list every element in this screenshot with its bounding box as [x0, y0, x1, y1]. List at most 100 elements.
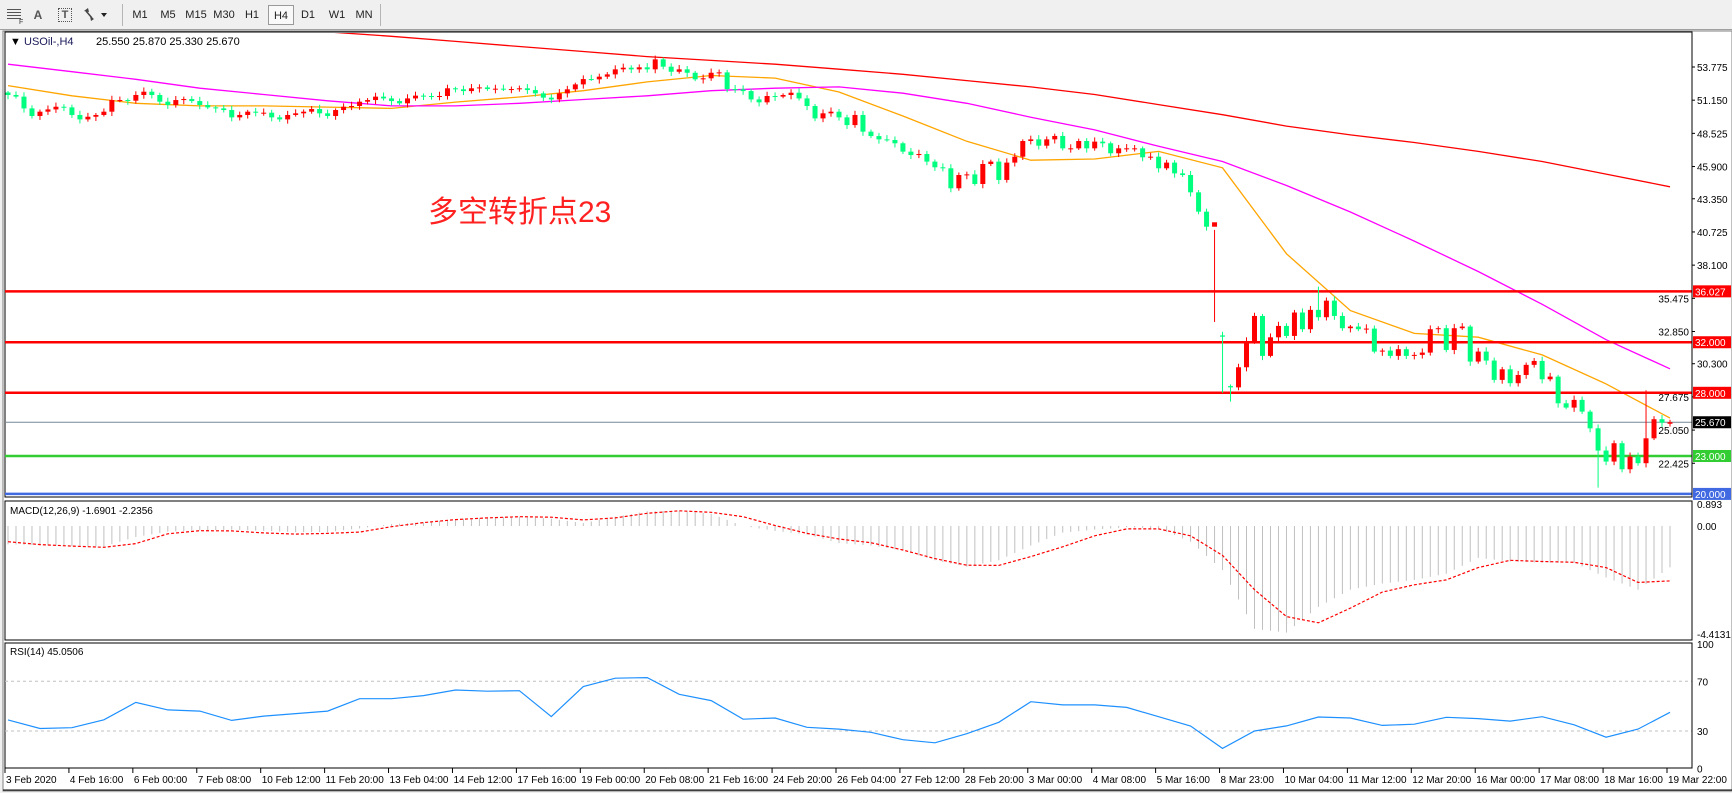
candle-body — [1547, 376, 1553, 380]
candle-body — [261, 112, 267, 114]
level-badge — [1693, 336, 1731, 349]
candle-body — [109, 100, 115, 112]
candle-body — [980, 164, 986, 184]
candle-body — [1052, 135, 1058, 140]
candle-body — [1611, 443, 1617, 462]
time-tick-label: 28 Feb 20:00 — [965, 775, 1024, 786]
candle-body — [1363, 328, 1369, 330]
rsi-label: RSI(14) 45.0506 — [10, 647, 84, 658]
timeframe-m15-button[interactable]: M15 — [185, 9, 207, 21]
candle-body — [916, 154, 922, 156]
candle-body — [61, 106, 67, 108]
candle-body — [1275, 325, 1281, 338]
level-badge-label: 36.027 — [1695, 287, 1726, 298]
candle-body — [101, 111, 107, 115]
candle-body — [397, 101, 403, 104]
candle-body — [900, 143, 906, 152]
candle-body — [676, 69, 682, 72]
candle-body — [389, 98, 395, 102]
horizontal-levels — [5, 290, 1692, 496]
candle-body — [229, 110, 235, 118]
collapse-toggle[interactable]: ▼ — [10, 36, 21, 48]
time-tick-label: 7 Feb 08:00 — [198, 775, 252, 786]
arrows-dropdown-icon[interactable] — [80, 4, 112, 25]
candle-body — [1252, 315, 1257, 342]
candle-body — [988, 161, 994, 165]
candle-body — [668, 66, 674, 72]
macd-tick-label: 0.893 — [1697, 500, 1722, 511]
candle-body — [996, 161, 1002, 180]
candle-body — [1587, 411, 1593, 429]
candles — [5, 55, 1673, 488]
candle-body — [325, 113, 331, 116]
candle-body — [1188, 175, 1194, 193]
level-badge-label: 32.000 — [1695, 338, 1726, 349]
timeframe-mn-button[interactable]: MN — [355, 9, 373, 21]
candle-body — [436, 96, 442, 98]
price-tick-label: 22.425 — [1658, 459, 1689, 470]
candle-body — [476, 87, 482, 89]
price-tick-label: 32.850 — [1658, 327, 1689, 338]
time-tick-label: 5 Mar 16:00 — [1157, 775, 1211, 786]
grid-period-separator-icon[interactable]: F — [4, 4, 26, 25]
time-tick-label: 24 Feb 20:00 — [773, 775, 832, 786]
chart-window[interactable]: 53.775 51.150 48.525 45.900 43.350 40.725 38.1… — [0, 30, 1732, 793]
candle-body — [1387, 350, 1393, 356]
candle-body — [277, 117, 283, 120]
timeframe-h4-button[interactable]: H4 — [268, 5, 294, 25]
candle-body — [149, 91, 155, 95]
chart-frame — [2, 30, 1732, 792]
candle-body — [1331, 300, 1337, 316]
candle-body — [1419, 352, 1425, 355]
candle-body — [1132, 148, 1138, 150]
candle-body — [628, 67, 634, 70]
candle-body — [972, 174, 978, 184]
time-tick-label: 4 Mar 08:00 — [1093, 775, 1147, 786]
candle-body — [1204, 211, 1210, 227]
candle-body — [844, 117, 850, 126]
timeframe-m30-button[interactable]: M30 — [213, 9, 235, 21]
time-tick-label: 10 Mar 04:00 — [1284, 775, 1343, 786]
time-tick-label: 13 Feb 04:00 — [390, 775, 449, 786]
candle-body — [373, 96, 379, 101]
candle-body — [165, 101, 171, 105]
text-label-icon[interactable]: A — [33, 7, 43, 22]
candle-body — [1395, 349, 1401, 356]
candle-body — [1068, 148, 1074, 150]
candle-body — [1220, 335, 1226, 337]
candle-body — [341, 106, 347, 111]
candle-body — [1451, 328, 1457, 350]
time-tick-label: 19 Mar 22:00 — [1668, 775, 1727, 786]
candle-body — [13, 94, 19, 97]
ma-slow-line — [334, 33, 1671, 188]
timeframe-d1-button[interactable]: D1 — [300, 9, 316, 21]
candle-body — [532, 90, 538, 94]
candle-body — [1435, 328, 1441, 330]
candle-body — [1244, 341, 1250, 368]
candle-body — [596, 76, 602, 80]
candle-body — [876, 136, 882, 140]
timeframe-w1-button[interactable]: W1 — [328, 9, 346, 21]
timeframe-m5-button[interactable]: M5 — [160, 9, 176, 21]
level-badge-label: 28.000 — [1695, 389, 1726, 400]
text-box-icon[interactable]: T — [54, 4, 76, 25]
candle-body — [1164, 162, 1170, 169]
timeframe-h1-button[interactable]: H1 — [244, 9, 260, 21]
timeframe-m1-button[interactable]: M1 — [132, 9, 148, 21]
level-badges: 36.027 32.000 28.000 25.670 23.000 20.000 — [1693, 285, 1731, 501]
candle-body — [1323, 300, 1329, 318]
macd-axis: 0.893 0.00 -4.4131 — [1691, 500, 1731, 641]
candle-body — [932, 161, 938, 168]
candle-body — [1044, 139, 1050, 146]
candle-body — [716, 72, 722, 74]
candle-body — [293, 113, 299, 115]
candle-body — [1459, 326, 1465, 329]
candle-body — [157, 94, 163, 102]
candle-body — [1659, 419, 1665, 423]
candle-body — [1595, 428, 1601, 451]
candle-body — [1475, 351, 1481, 362]
candle-body — [421, 95, 426, 97]
level-badge — [1693, 285, 1731, 298]
candle-body — [309, 109, 315, 112]
candle-body — [452, 88, 458, 90]
